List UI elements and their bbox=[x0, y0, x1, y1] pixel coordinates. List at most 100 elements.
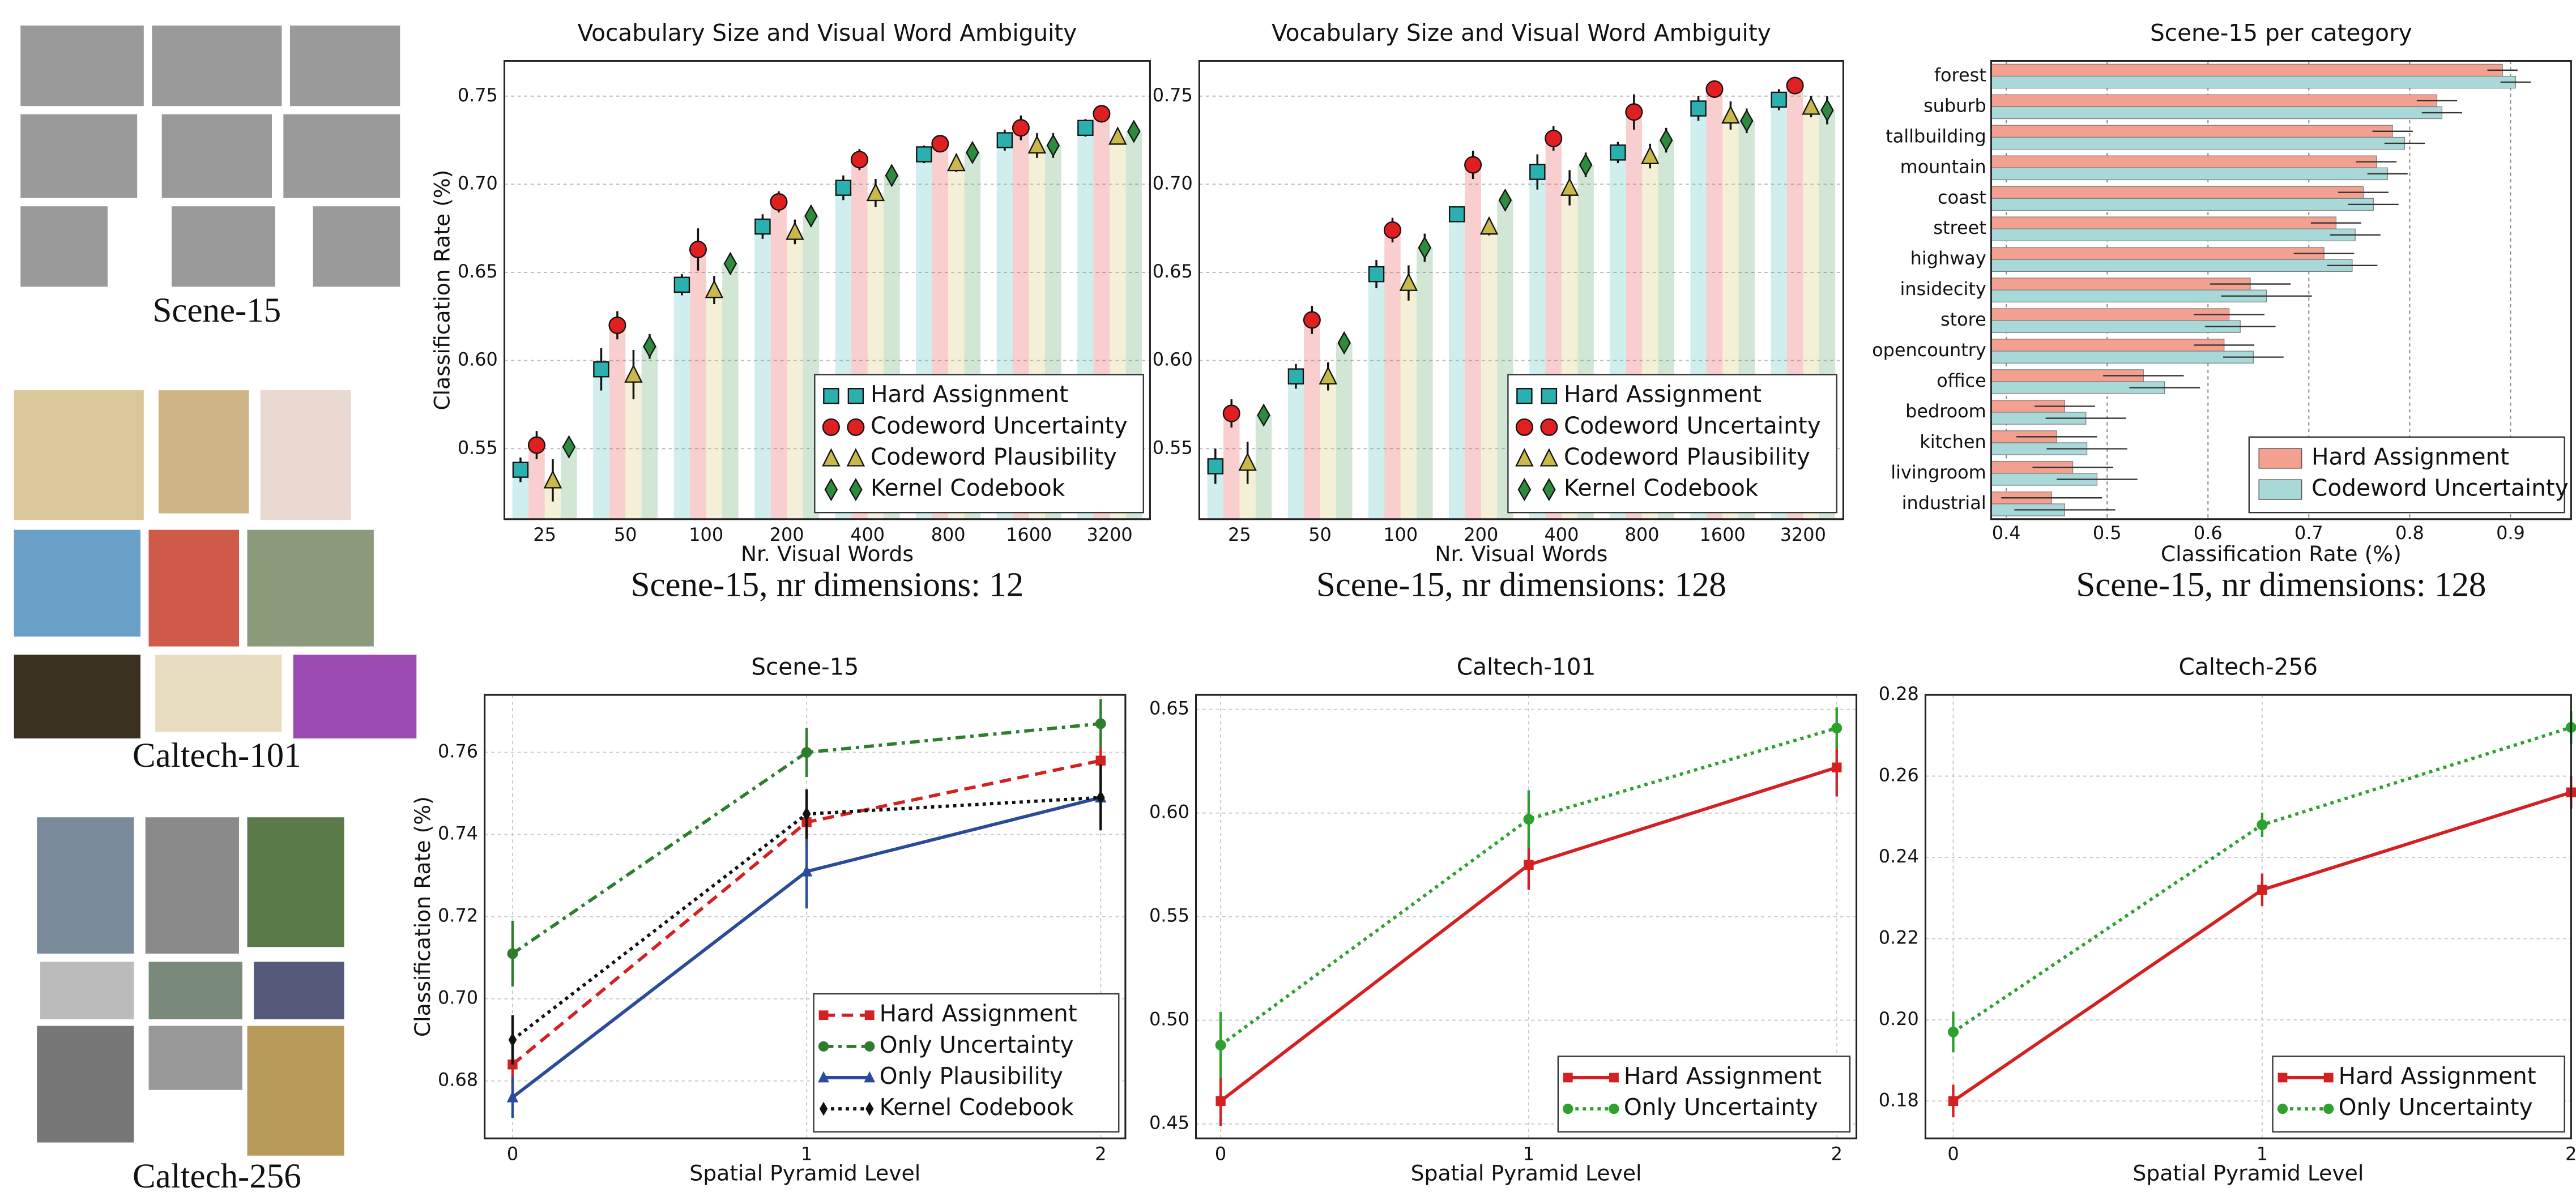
y-tick-label: 0.70 bbox=[1153, 172, 1193, 194]
y-tick-label: forest bbox=[1934, 65, 1986, 86]
thumbnail bbox=[13, 529, 141, 637]
y-tick-label: 0.65 bbox=[1149, 698, 1189, 719]
x-tick-label: 0.8 bbox=[2395, 522, 2424, 544]
marker bbox=[1541, 419, 1558, 435]
y-tick-label: industrial bbox=[1902, 492, 1986, 514]
marker bbox=[1563, 1104, 1572, 1113]
bar bbox=[1465, 165, 1481, 519]
bar bbox=[771, 202, 787, 519]
dataset-label: Scene-15 bbox=[153, 292, 282, 330]
y-tick-label: bedroom bbox=[1905, 400, 1986, 422]
y-tick-label: 0.26 bbox=[1879, 764, 1919, 786]
legend-label: Codeword Plausibility bbox=[871, 443, 1117, 470]
marker bbox=[820, 1011, 828, 1019]
marker bbox=[755, 219, 770, 234]
legend-label: Only Uncertainty bbox=[1624, 1094, 1818, 1121]
bar bbox=[1991, 76, 2515, 88]
x-tick-label: 0.6 bbox=[2194, 522, 2223, 544]
y-tick-label: 0.18 bbox=[1879, 1089, 1919, 1110]
marker bbox=[1832, 723, 1841, 733]
legend-label: Codeword Uncertainty bbox=[871, 412, 1128, 439]
marker bbox=[802, 748, 812, 757]
y-tick-label: 0.76 bbox=[438, 741, 478, 762]
thumbnail bbox=[13, 390, 144, 521]
x-axis-label: Nr. Visual Words bbox=[741, 541, 914, 566]
legend-label: Kernel Codebook bbox=[871, 475, 1065, 502]
marker bbox=[824, 388, 838, 403]
legend-label: Hard Assignment bbox=[871, 381, 1068, 408]
x-tick-label: 0.5 bbox=[2093, 522, 2122, 544]
marker bbox=[1691, 101, 1705, 116]
thumbnail bbox=[155, 654, 283, 733]
y-tick-label: 0.74 bbox=[438, 823, 478, 844]
bar bbox=[1991, 229, 2355, 241]
thumbnail bbox=[148, 529, 240, 647]
thumbnail bbox=[36, 817, 135, 955]
marker bbox=[594, 362, 608, 377]
y-tick-label: 0.65 bbox=[1153, 260, 1193, 282]
marker bbox=[528, 437, 545, 454]
y-tick-label: insidecity bbox=[1900, 278, 1986, 300]
legend-label: Codeword Uncertainty bbox=[2311, 475, 2569, 502]
marker bbox=[1626, 104, 1642, 120]
bar bbox=[1991, 95, 2437, 106]
y-tick-label: 0.60 bbox=[458, 349, 498, 370]
y-tick-label: 0.55 bbox=[1153, 437, 1193, 458]
x-tick-label: 0 bbox=[507, 1143, 518, 1164]
marker bbox=[1304, 312, 1320, 328]
y-tick-label: street bbox=[1933, 217, 1986, 238]
bar bbox=[1991, 321, 2240, 332]
marker bbox=[1078, 121, 1093, 135]
x-tick-label: 100 bbox=[1383, 524, 1418, 545]
bar bbox=[1256, 415, 1272, 519]
bar bbox=[1368, 274, 1384, 519]
marker bbox=[1564, 1074, 1572, 1082]
marker bbox=[1832, 763, 1841, 772]
bar bbox=[1991, 247, 2324, 259]
bar bbox=[1288, 377, 1304, 519]
marker bbox=[819, 1042, 828, 1051]
marker bbox=[1610, 1074, 1618, 1082]
bar bbox=[1991, 339, 2224, 351]
marker bbox=[1013, 119, 1029, 136]
legend-label: Only Plausibility bbox=[880, 1062, 1063, 1090]
thumbnail bbox=[171, 206, 276, 288]
x-axis-label: Spatial Pyramid Level bbox=[1411, 1161, 1642, 1186]
x-tick-label: 3200 bbox=[1780, 524, 1826, 545]
y-tick-label: 0.24 bbox=[1879, 845, 1919, 867]
y-tick-label: 0.68 bbox=[438, 1069, 478, 1091]
x-tick-label: 50 bbox=[614, 524, 637, 545]
x-tick-label: 50 bbox=[1308, 524, 1332, 545]
bar bbox=[1991, 137, 2404, 149]
marker bbox=[675, 277, 689, 292]
caption: Scene-15, nr dimensions: 128 bbox=[2076, 566, 2486, 604]
chart-title: Scene-15 per category bbox=[2150, 19, 2412, 46]
bar bbox=[642, 347, 658, 519]
thumbnail bbox=[289, 25, 400, 107]
thumbnail bbox=[253, 961, 345, 1020]
x-tick-label: 2 bbox=[1095, 1143, 1106, 1164]
y-tick-label: 0.45 bbox=[1149, 1112, 1189, 1134]
thumbnail bbox=[144, 817, 240, 955]
marker bbox=[1096, 719, 1106, 729]
thumbnail bbox=[246, 529, 374, 647]
caption: Scene-15, nr dimensions: 128 bbox=[1316, 566, 1726, 604]
marker bbox=[2258, 820, 2267, 830]
x-tick-label: 0.7 bbox=[2294, 522, 2323, 544]
x-tick-label: 800 bbox=[1625, 524, 1660, 545]
marker bbox=[1216, 1040, 1226, 1050]
y-tick-label: 0.70 bbox=[438, 987, 478, 1009]
x-axis-label: Spatial Pyramid Level bbox=[689, 1161, 920, 1186]
bar bbox=[1417, 247, 1432, 519]
x-axis-label: Nr. Visual Words bbox=[1435, 541, 1607, 566]
legend-label: Hard Assignment bbox=[1624, 1062, 1822, 1090]
marker bbox=[508, 949, 518, 959]
x-tick-label: 0.4 bbox=[1992, 522, 2021, 544]
bar bbox=[1304, 320, 1320, 519]
y-tick-label: office bbox=[1937, 370, 1986, 391]
dataset-label: Caltech-256 bbox=[133, 1157, 301, 1195]
marker bbox=[1449, 207, 1464, 221]
y-tick-label: 0.55 bbox=[458, 437, 498, 458]
x-tick-label: 25 bbox=[533, 524, 556, 545]
bar bbox=[1223, 413, 1239, 519]
